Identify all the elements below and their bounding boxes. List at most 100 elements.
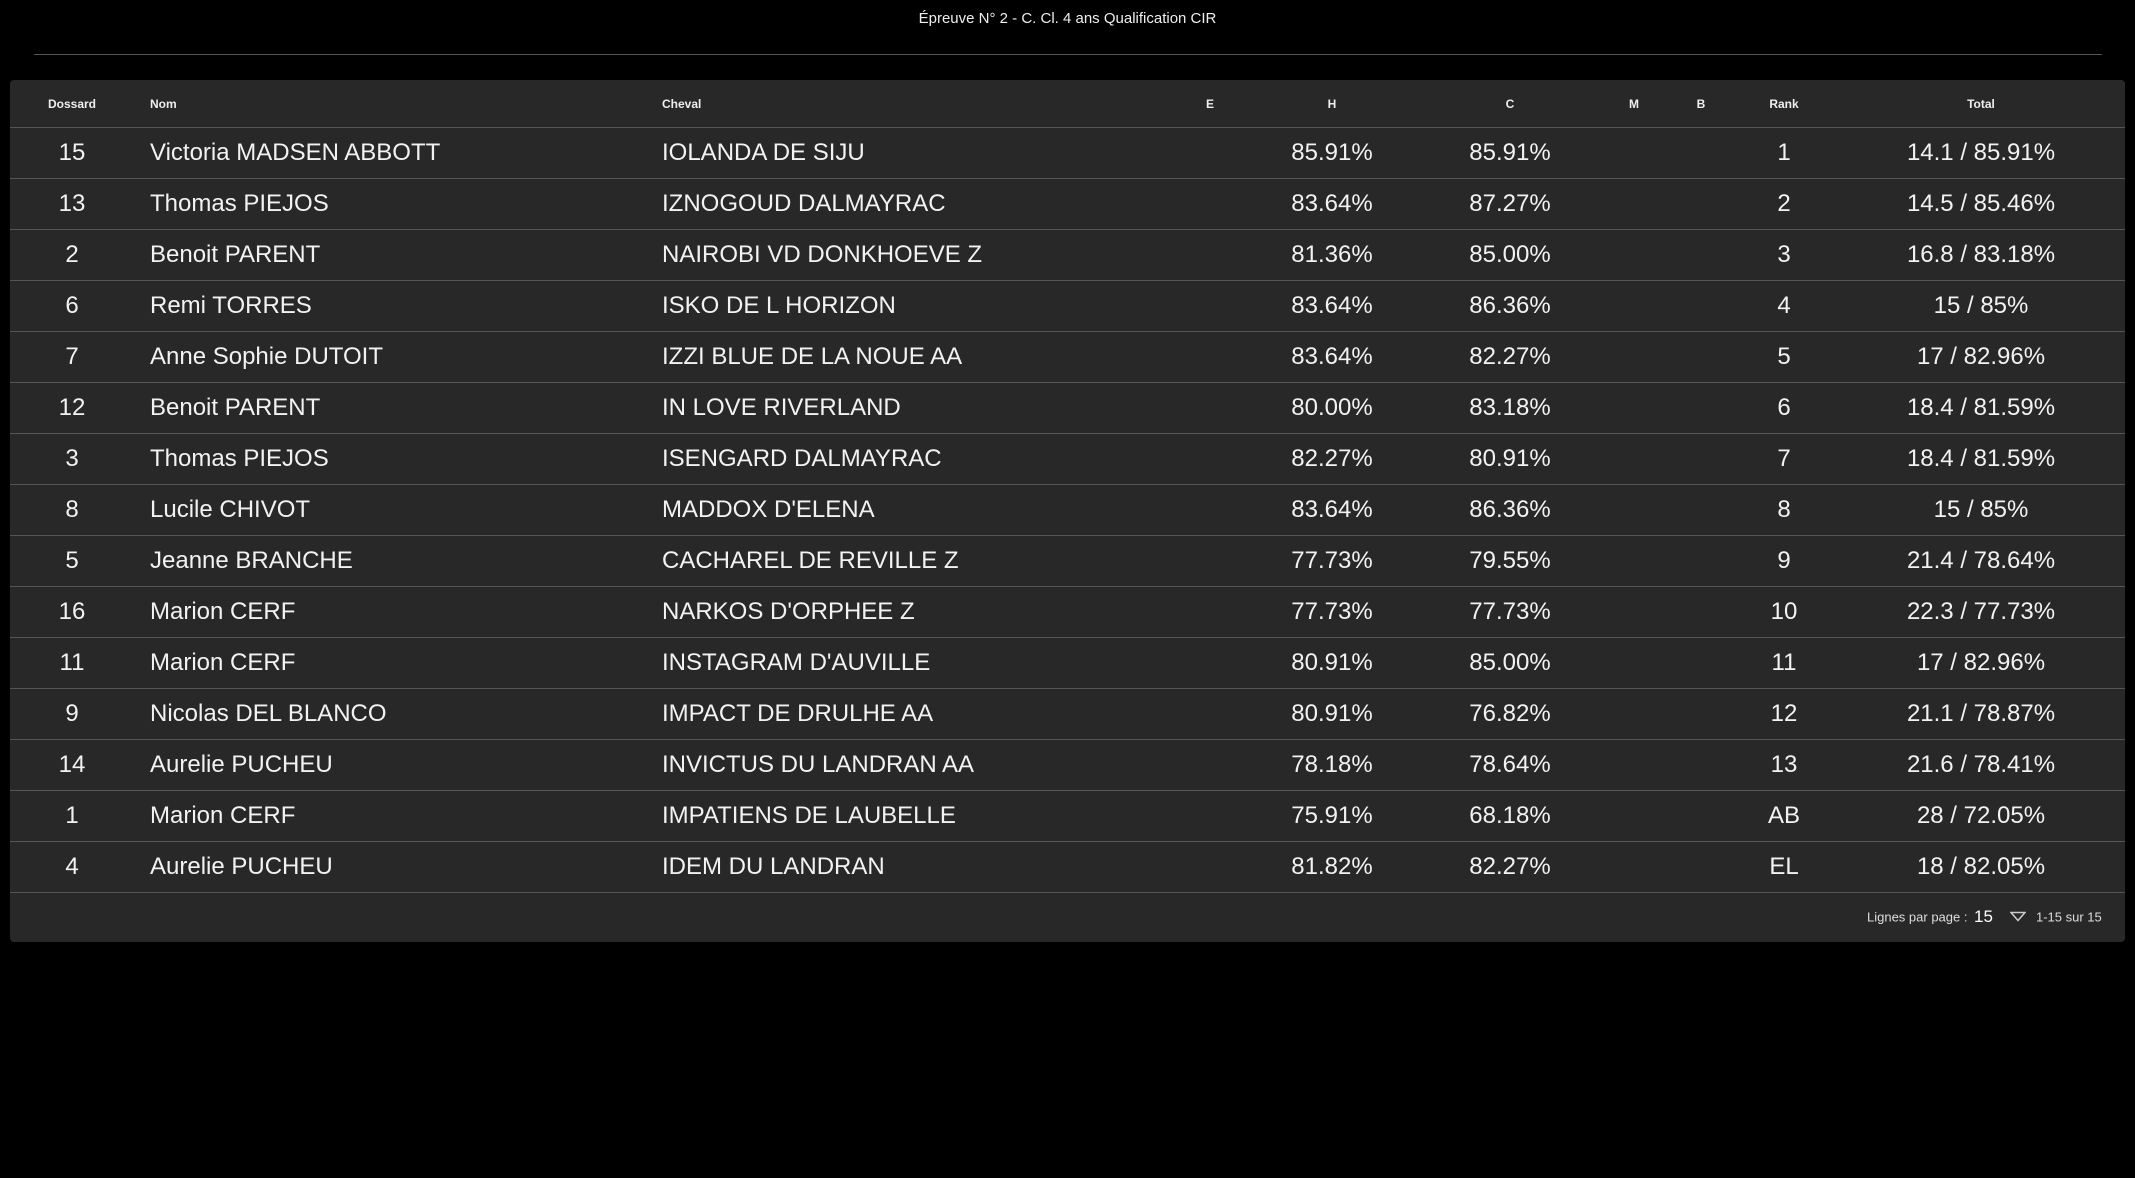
cell-h: 77.73% bbox=[1291, 547, 1373, 574]
column-header-dossard[interactable]: Dossard bbox=[47, 96, 97, 111]
cell-rank: 2 bbox=[1777, 190, 1791, 217]
cell-total: 21.6 / 78.41% bbox=[1906, 751, 2056, 778]
table-row[interactable]: 4 Aurelie PUCHEU IDEM DU LANDRAN 81.82% 82.2… bbox=[10, 842, 2125, 893]
cell-total: 22.3 / 77.73% bbox=[1906, 598, 2056, 625]
cell-h: 80.00% bbox=[1291, 394, 1373, 421]
cell-h: 82.27% bbox=[1291, 445, 1373, 472]
cell-c: 79.55% bbox=[1469, 547, 1551, 574]
column-header-total[interactable]: Total bbox=[1967, 96, 1995, 111]
cell-c: 82.27% bbox=[1469, 343, 1551, 370]
cell-rank: 7 bbox=[1777, 445, 1791, 472]
table-row[interactable]: 5 Jeanne BRANCHE CACHAREL DE REVILLE Z 77.7… bbox=[10, 536, 2125, 587]
cell-total: 17 / 82.96% bbox=[1916, 649, 2046, 676]
cell-dossard: 15 bbox=[58, 139, 86, 166]
cell-c: 86.36% bbox=[1469, 496, 1551, 523]
cell-h: 81.36% bbox=[1291, 241, 1373, 268]
rows-per-page-select[interactable]: 15 bbox=[1974, 907, 1993, 926]
rows-per-page-label: Lignes par page : bbox=[1867, 909, 1968, 925]
cell-total: 14.1 / 85.91% bbox=[1906, 139, 2056, 166]
cell-h: 83.64% bbox=[1291, 190, 1373, 217]
cell-c: 77.73% bbox=[1469, 598, 1551, 625]
cell-total: 18.4 / 81.59% bbox=[1906, 445, 2056, 472]
cell-dossard: 11 bbox=[59, 649, 85, 676]
cell-total: 21.1 / 78.87% bbox=[1906, 700, 2056, 727]
cell-h: 77.73% bbox=[1291, 598, 1373, 625]
column-header-b[interactable]: B bbox=[1696, 96, 1706, 111]
cell-total: 14.5 / 85.46% bbox=[1906, 190, 2056, 217]
cell-total: 17 / 82.96% bbox=[1916, 343, 2046, 370]
column-header-h[interactable]: H bbox=[1327, 96, 1337, 111]
table-row[interactable]: 6 Remi TORRES ISKO DE L HORIZON 83.64% 86.36… bbox=[10, 281, 2125, 332]
table-row[interactable]: 16 Marion CERF NARKOS D'ORPHEE Z 77.73% 77.7… bbox=[10, 587, 2125, 638]
cell-nom: Benoit PARENT bbox=[150, 394, 321, 421]
chevron-down-icon[interactable] bbox=[2009, 910, 2027, 925]
cell-total: 18.4 / 81.59% bbox=[1906, 394, 2056, 421]
cell-cheval: IDEM DU LANDRAN bbox=[662, 853, 885, 880]
cell-c: 85.00% bbox=[1469, 241, 1551, 268]
cell-c: 78.64% bbox=[1469, 751, 1551, 778]
cell-c: 87.27% bbox=[1469, 190, 1551, 217]
table-row[interactable]: 12 Benoit PARENT IN LOVE RIVERLAND 80.00% 83… bbox=[10, 383, 2125, 434]
cell-dossard: 14 bbox=[58, 751, 86, 778]
table-row[interactable]: 11 Marion CERF INSTAGRAM D'AUVILLE 80.91% 85… bbox=[10, 638, 2125, 689]
cell-c: 85.00% bbox=[1469, 649, 1551, 676]
cell-h: 80.91% bbox=[1291, 700, 1373, 727]
cell-rank: 8 bbox=[1777, 496, 1791, 523]
cell-c: 68.18% bbox=[1469, 802, 1551, 829]
table-row[interactable]: 2 Benoit PARENT NAIROBI VD DONKHOEVE Z 81.3… bbox=[10, 230, 2125, 281]
column-header-c[interactable]: C bbox=[1505, 96, 1515, 111]
table-row[interactable]: 15 Victoria MADSEN ABBOTT IOLANDA DE SIJU 8… bbox=[10, 128, 2125, 179]
cell-dossard: 12 bbox=[58, 394, 86, 421]
cell-rank: EL bbox=[1769, 853, 1799, 880]
cell-c: 82.27% bbox=[1469, 853, 1551, 880]
cell-total: 15 / 85% bbox=[1933, 292, 2029, 319]
cell-dossard: 1 bbox=[65, 802, 79, 829]
cell-dossard: 3 bbox=[65, 445, 79, 472]
table-row[interactable]: 13 Thomas PIEJOS IZNOGOUD DALMAYRAC 83.64% 8… bbox=[10, 179, 2125, 230]
cell-h: 75.91% bbox=[1291, 802, 1373, 829]
column-header-cheval[interactable]: Cheval bbox=[662, 96, 702, 111]
column-header-e[interactable]: E bbox=[1205, 96, 1215, 111]
cell-dossard: 9 bbox=[65, 700, 79, 727]
cell-h: 78.18% bbox=[1291, 751, 1373, 778]
cell-nom: Aurelie PUCHEU bbox=[150, 853, 333, 880]
table-row[interactable]: 9 Nicolas DEL BLANCO IMPACT DE DRULHE AA 80… bbox=[10, 689, 2125, 740]
cell-cheval: INVICTUS DU LANDRAN AA bbox=[662, 751, 975, 778]
table-row[interactable]: 1 Marion CERF IMPATIENS DE LAUBELLE 75.91% 6… bbox=[10, 791, 2125, 842]
cell-nom: Anne Sophie DUTOIT bbox=[150, 343, 384, 370]
cell-dossard: 16 bbox=[58, 598, 86, 625]
column-header-rank[interactable]: Rank bbox=[1769, 96, 1799, 111]
cell-cheval: NARKOS D'ORPHEE Z bbox=[662, 598, 915, 625]
cell-rank: 6 bbox=[1777, 394, 1791, 421]
cell-dossard: 8 bbox=[65, 496, 79, 523]
table-row[interactable]: 3 Thomas PIEJOS ISENGARD DALMAYRAC 82.27% 80… bbox=[10, 434, 2125, 485]
column-header-nom[interactable]: Nom bbox=[150, 96, 177, 111]
cell-nom: Remi TORRES bbox=[150, 292, 312, 319]
cell-nom: Aurelie PUCHEU bbox=[150, 751, 333, 778]
cell-rank: 3 bbox=[1777, 241, 1791, 268]
cell-nom: Nicolas DEL BLANCO bbox=[150, 700, 387, 727]
table-row[interactable]: 8 Lucile CHIVOT MADDOX D'ELENA 83.64% 86.36%… bbox=[10, 485, 2125, 536]
cell-cheval: INSTAGRAM D'AUVILLE bbox=[662, 649, 931, 676]
cell-rank: 11 bbox=[1771, 649, 1797, 676]
cell-rank: 1 bbox=[1777, 139, 1791, 166]
cell-total: 21.4 / 78.64% bbox=[1906, 547, 2056, 574]
cell-cheval: CACHAREL DE REVILLE Z bbox=[662, 547, 959, 574]
cell-cheval: ISKO DE L HORIZON bbox=[662, 292, 896, 319]
cell-h: 83.64% bbox=[1291, 496, 1373, 523]
cell-cheval: IZZI BLUE DE LA NOUE AA bbox=[662, 343, 963, 370]
cell-total: 15 / 85% bbox=[1933, 496, 2029, 523]
column-header-m[interactable]: M bbox=[1629, 96, 1639, 111]
cell-h: 80.91% bbox=[1291, 649, 1373, 676]
cell-dossard: 2 bbox=[65, 241, 79, 268]
table-row[interactable]: 14 Aurelie PUCHEU INVICTUS DU LANDRAN AA 78… bbox=[10, 740, 2125, 791]
cell-rank: 12 bbox=[1770, 700, 1798, 727]
cell-nom: Thomas PIEJOS bbox=[150, 445, 329, 472]
cell-nom: Thomas PIEJOS bbox=[150, 190, 329, 217]
cell-h: 83.64% bbox=[1291, 343, 1373, 370]
table-pagination: Lignes par page : 15 1-15 sur 15 bbox=[10, 892, 2125, 942]
table-row[interactable]: 7 Anne Sophie DUTOIT IZZI BLUE DE LA NOUE … bbox=[10, 332, 2125, 383]
cell-nom: Victoria MADSEN ABBOTT bbox=[150, 139, 441, 166]
cell-rank: 9 bbox=[1777, 547, 1791, 574]
pagination-range: 1-15 sur 15 bbox=[2036, 909, 2102, 925]
